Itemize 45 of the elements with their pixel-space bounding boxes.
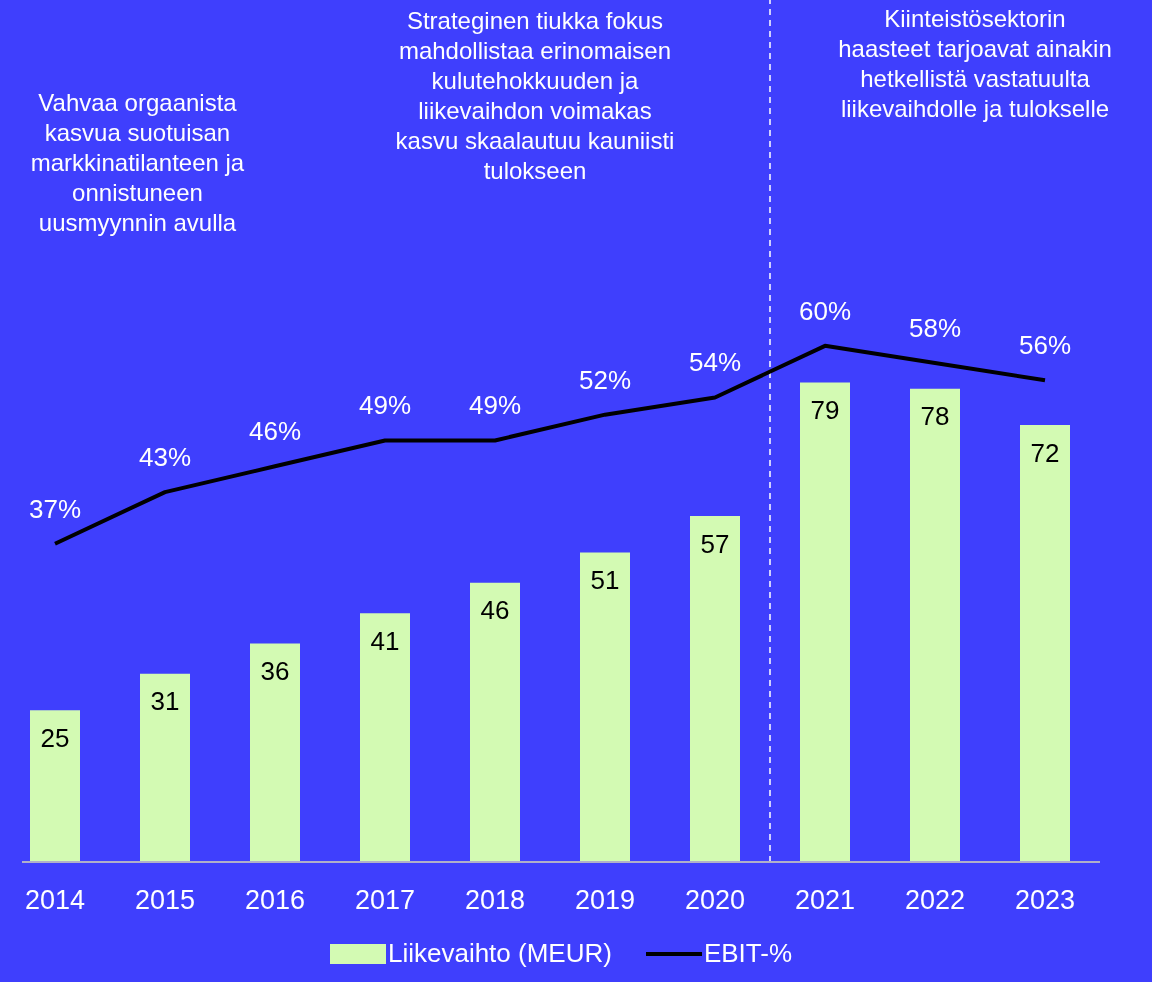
x-tick-label: 2015 — [134, 885, 196, 916]
x-tick-label: 2014 — [24, 885, 86, 916]
x-tick-label: 2019 — [574, 885, 636, 916]
data-label: 31 — [150, 686, 180, 717]
bar — [690, 516, 740, 862]
bar — [800, 382, 850, 862]
x-tick-label: 2020 — [684, 885, 746, 916]
data-label: 57 — [700, 528, 730, 559]
x-tick-label: 2018 — [464, 885, 526, 916]
legend-label: EBIT-% — [703, 938, 793, 969]
data-label: 41 — [370, 625, 400, 656]
text: Strateginen tiukka fokus mahdollistaa erinomaisen kulutehokkuuden ja liikevaihdon voimakas kasvu skaalautuu kauniisti tulokseen — [394, 6, 676, 186]
x-tick-label: 2022 — [904, 885, 966, 916]
bar — [30, 710, 80, 862]
data-label: 43% — [138, 442, 192, 473]
bar — [140, 673, 190, 862]
data-label: 37% — [28, 493, 82, 524]
legend-label: Liikevaihto (MEUR) — [387, 938, 612, 969]
bar — [1020, 425, 1070, 862]
data-label: 78 — [920, 401, 950, 432]
text: Vahvaa orgaanista kasvua suotuisan markkinatilanteen ja onnistuneen uusmyynnin avulla — [29, 88, 246, 238]
x-tick-label: 2023 — [1014, 885, 1076, 916]
bar — [910, 388, 960, 862]
data-label: 49% — [468, 390, 522, 421]
data-label: 36 — [260, 655, 290, 686]
data-label: 51 — [590, 564, 620, 595]
bar — [470, 582, 520, 862]
data-label: 79 — [810, 395, 840, 426]
data-label: 49% — [358, 390, 412, 421]
x-tick-label: 2016 — [244, 885, 306, 916]
data-label: 25 — [40, 722, 70, 753]
text: Kiinteistösektorin haasteet tarjoavat ainakin hetkellistä vastatuulta liikevaihdolle ja tulokselle — [837, 4, 1113, 124]
data-label: 58% — [908, 313, 962, 344]
data-label: 60% — [798, 295, 852, 326]
bar — [360, 613, 410, 862]
x-tick-label: 2017 — [354, 885, 416, 916]
bar — [250, 643, 300, 862]
data-label: 54% — [688, 347, 742, 378]
bar — [580, 552, 630, 862]
data-label: 46 — [480, 595, 510, 626]
data-label: 52% — [578, 364, 632, 395]
x-tick-label: 2021 — [794, 885, 856, 916]
data-label: 46% — [248, 416, 302, 447]
data-label: 56% — [1018, 330, 1072, 361]
data-label: 72 — [1030, 437, 1060, 468]
